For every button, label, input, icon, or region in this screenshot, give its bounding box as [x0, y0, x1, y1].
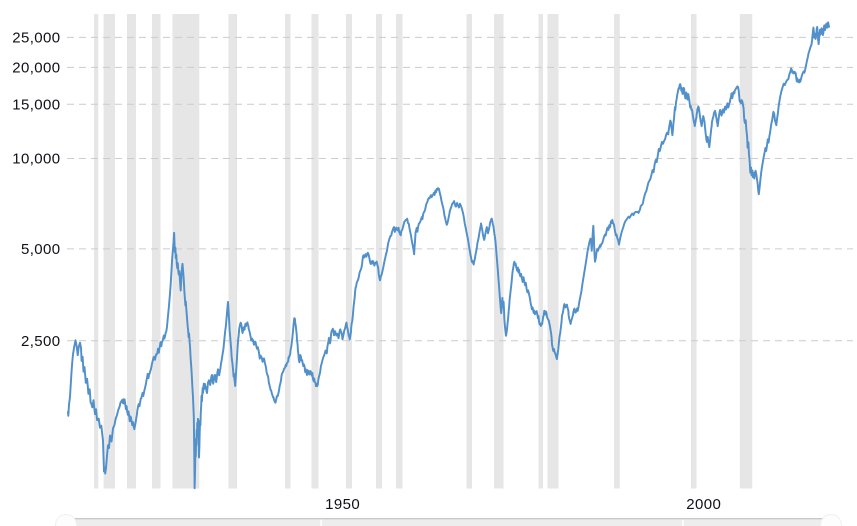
svg-text:20,000: 20,000 — [12, 60, 60, 77]
svg-text:1950: 1950 — [325, 496, 360, 513]
svg-text:25,000: 25,000 — [12, 30, 60, 47]
svg-text:2000: 2000 — [686, 496, 721, 513]
svg-text:2,500: 2,500 — [21, 333, 61, 350]
svg-text:10,000: 10,000 — [12, 151, 60, 168]
svg-text:5,000: 5,000 — [21, 241, 61, 258]
svg-text:15,000: 15,000 — [12, 97, 60, 114]
